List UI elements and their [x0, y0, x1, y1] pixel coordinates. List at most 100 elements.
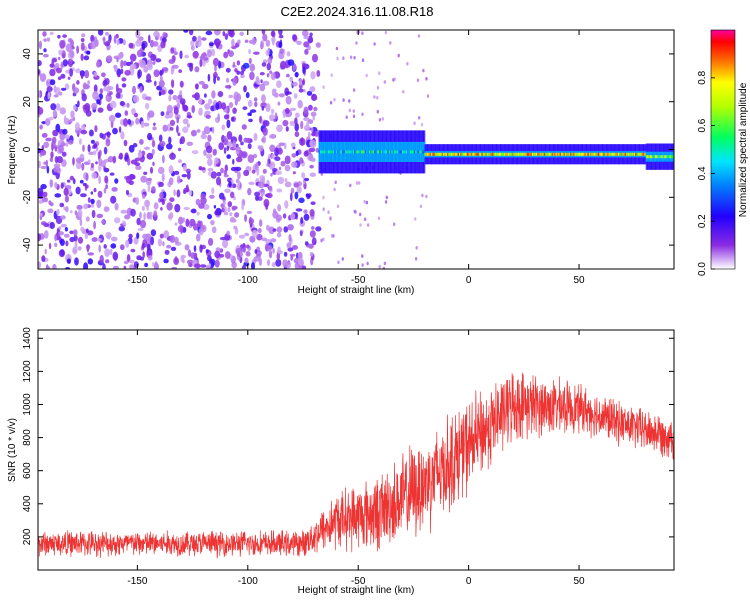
heatmap-noise-cell: [114, 202, 119, 211]
heatmap-noise-cell: [62, 128, 68, 135]
heatmap-noise-cell: [40, 221, 47, 226]
heatmap-noise-cell: [41, 255, 46, 262]
heatmap-noise-cell: [336, 204, 340, 209]
heatmap-noise-cell: [154, 80, 157, 87]
heatmap-signal-cell: [355, 150, 358, 154]
heatmap-signal-cell: [461, 152, 464, 156]
heatmap-noise-cell: [86, 244, 91, 250]
snr-y-tick-label: 1000: [22, 393, 33, 416]
heatmap-signal-cell: [588, 152, 591, 156]
heatmap-signal-cell: [386, 150, 389, 154]
heatmap-noise-cell: [177, 94, 183, 100]
heatmap-signal-cell: [489, 152, 492, 156]
heatmap-noise-cell: [115, 83, 119, 92]
heatmap-noise-cell: [178, 159, 182, 164]
heatmap-noise-cell: [67, 38, 73, 43]
heatmap-noise-cell: [79, 218, 83, 227]
heatmap-signal-cell: [615, 152, 618, 156]
heatmap-noise-cell: [196, 129, 201, 133]
heatmap-noise-cell: [168, 94, 172, 102]
figure-title: C2E2.2024.316.11.08.R18: [281, 4, 434, 19]
heatmap-noise-cell: [253, 255, 261, 262]
colorbar-tick-label: 0.8: [697, 70, 708, 84]
heatmap-noise-cell: [153, 210, 158, 217]
heatmap-noise-cell: [91, 172, 97, 180]
heatmap-noise-cell: [141, 243, 145, 249]
heatmap-noise-cell: [39, 124, 43, 130]
heatmap-noise-cell: [143, 122, 150, 127]
heatmap-noise-cell: [108, 86, 114, 91]
heatmap-noise-cell: [157, 166, 165, 174]
heatmap-signal-cell: [551, 152, 554, 156]
heatmap-noise-cell: [245, 244, 250, 249]
heatmap-noise-cell: [333, 187, 336, 192]
heatmap-noise-cell: [129, 53, 137, 62]
heatmap-noise-cell: [217, 91, 224, 98]
heatmap-noise-cell: [276, 80, 282, 88]
heatmap-noise-cell: [247, 187, 252, 196]
heatmap-noise-cell: [97, 107, 104, 113]
heatmap-noise-cell: [361, 263, 364, 267]
heatmap-signal-cell: [651, 155, 654, 159]
heatmap-noise-cell: [240, 151, 248, 159]
heatmap-noise-cell: [168, 136, 172, 145]
heatmap-noise-cell: [206, 153, 213, 159]
heatmap-noise-cell: [130, 208, 136, 217]
heatmap-noise-cell: [270, 173, 273, 177]
heatmap-noise-cell: [415, 246, 418, 250]
heatmap-noise-cell: [294, 71, 299, 78]
heatmap-noise-cell: [226, 119, 231, 129]
heatmap-noise-cell: [345, 115, 348, 119]
heatmap-noise-cell: [60, 182, 64, 189]
heatmap-noise-cell: [214, 30, 221, 36]
heatmap-noise-cell: [310, 111, 317, 117]
heatmap-noise-cell: [254, 97, 258, 102]
heatmap-noise-cell: [103, 244, 107, 249]
heatmap-signal-cell: [669, 155, 672, 159]
heatmap-noise-cell: [263, 198, 270, 208]
heatmap-noise-cell: [173, 189, 176, 196]
heatmap-signal-cell: [527, 152, 530, 156]
heatmap-noise-cell: [77, 236, 84, 244]
heatmap-noise-cell: [295, 208, 303, 212]
heatmap-noise-cell: [79, 179, 84, 184]
heatmap-noise-cell: [418, 116, 421, 120]
heatmap-noise-cell: [352, 109, 355, 113]
heatmap-noise-cell: [349, 183, 352, 188]
heatmap-noise-cell: [249, 63, 256, 72]
heatmap-noise-cell: [270, 238, 277, 243]
heatmap-noise-cell: [274, 92, 279, 98]
heatmap-noise-cell: [247, 99, 253, 108]
heatmap-noise-cell: [186, 123, 190, 128]
heatmap-noise-cell: [293, 171, 296, 175]
heatmap-noise-cell: [74, 257, 79, 266]
heatmap-noise-cell: [302, 66, 306, 74]
heatmap-x-tick-label: 0: [466, 275, 472, 286]
heatmap-signal-cell: [547, 152, 550, 156]
heatmap-signal-cell: [456, 152, 459, 156]
heatmap-noise-cell: [39, 73, 47, 82]
heatmap-noise-cell: [300, 216, 304, 225]
heatmap-noise-cell: [238, 234, 246, 239]
heatmap-noise-cell: [310, 201, 316, 205]
heatmap-noise-cell: [225, 67, 231, 73]
heatmap-noise-cell: [43, 48, 47, 53]
heatmap-noise-cell: [311, 237, 317, 246]
heatmap-signal-cell: [436, 152, 439, 156]
heatmap-noise-cell: [58, 226, 62, 230]
heatmap-noise-cell: [365, 73, 368, 78]
heatmap-noise-cell: [120, 68, 124, 75]
heatmap-noise-cell: [191, 94, 198, 98]
heatmap-noise-cell: [262, 120, 270, 127]
heatmap-noise-cell: [164, 249, 170, 255]
heatmap-noise-cell: [124, 69, 131, 76]
heatmap-signal-cell: [617, 152, 621, 156]
heatmap-noise-cell: [135, 197, 140, 205]
heatmap-noise-cell: [81, 93, 87, 102]
heatmap-noise-cell: [286, 73, 290, 78]
heatmap-noise-cell: [152, 41, 159, 47]
heatmap-noise-cell: [200, 133, 207, 140]
heatmap-signal-cell: [648, 155, 651, 159]
heatmap-noise-cell: [58, 91, 63, 96]
